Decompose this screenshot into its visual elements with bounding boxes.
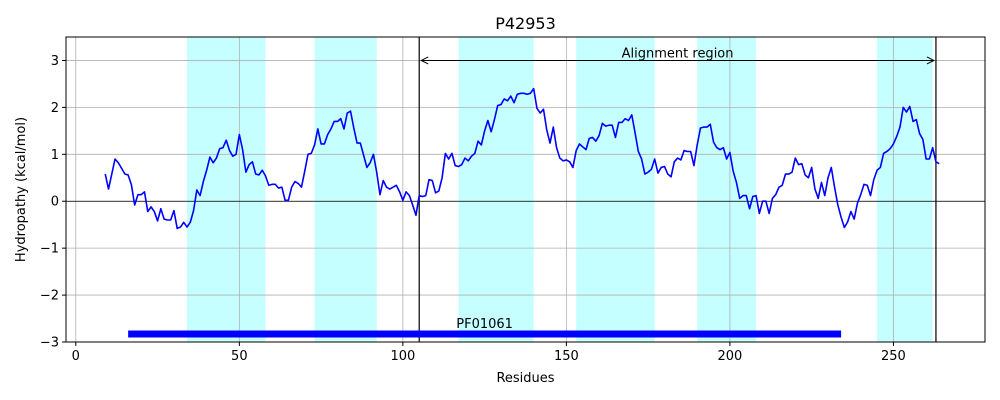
alignment-region-label: Alignment region (622, 46, 734, 61)
y-tick-label: 1 (51, 148, 59, 163)
shaded-region-1 (187, 37, 266, 342)
x-tick-label: 0 (72, 349, 80, 364)
hydropathy-series-line (104, 87, 940, 230)
shaded-region-3 (458, 37, 534, 342)
y-tick-label: 3 (51, 54, 59, 69)
domain-bar-label: PF01061 (456, 317, 513, 332)
y-axis-ticks: −3 −2 −1 0 1 2 3 (40, 54, 66, 351)
plot-frame (65, 36, 986, 343)
y-axis-label: Hydropathy (kcal/mol) (14, 117, 29, 262)
shaded-region-5 (697, 37, 757, 342)
shaded-regions (187, 37, 933, 342)
y-tick-label: −2 (40, 289, 59, 304)
x-tick-label: 100 (390, 349, 415, 364)
x-tick-label: 200 (717, 349, 742, 364)
shaded-region-2 (314, 37, 377, 342)
shaded-region-6 (877, 37, 933, 342)
x-tick-label: 250 (881, 349, 906, 364)
y-tick-label: −3 (40, 336, 59, 351)
x-tick-label: 150 (554, 349, 579, 364)
chart-title: P42953 (495, 14, 556, 33)
x-axis-label: Residues (496, 371, 554, 386)
y-tick-label: −1 (40, 242, 59, 257)
x-axis-ticks: 0 50 100 150 200 250 (72, 342, 906, 364)
x-tick-label: 50 (231, 349, 248, 364)
shaded-region-4 (576, 37, 655, 342)
y-tick-label: 2 (51, 101, 59, 116)
y-tick-label: 0 (51, 195, 59, 210)
